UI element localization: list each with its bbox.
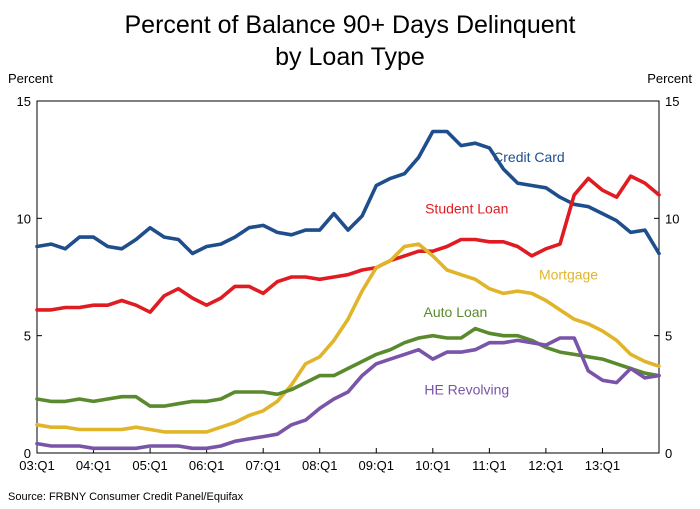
series-label-he-revolving: HE Revolving bbox=[424, 381, 509, 397]
x-tick-label: 04:Q1 bbox=[76, 458, 111, 473]
x-tick-label: 06:Q1 bbox=[189, 458, 224, 473]
y-axis-label-right: Percent bbox=[647, 71, 692, 86]
x-axis: 03:Q1 04:Q1 05:Q1 06:Q1 07:Q1 08:Q1 09:Q1 10:Q1… bbox=[19, 448, 620, 473]
plot-area bbox=[36, 100, 660, 454]
y-tick-label-right: 15 bbox=[665, 94, 679, 109]
y-tick-label-left: 10 bbox=[17, 211, 31, 226]
series-label-student-loan: Student Loan bbox=[425, 201, 508, 217]
series-line-mortgage bbox=[35, 242, 661, 434]
series-label-mortgage: Mortgage bbox=[539, 266, 598, 282]
x-tick-label: 11:Q1 bbox=[472, 458, 506, 473]
x-tick-label: 12:Q1 bbox=[528, 458, 563, 473]
y-tick-label-left: 5 bbox=[24, 329, 31, 344]
series-line-credit-card bbox=[35, 129, 661, 256]
series-lines bbox=[35, 129, 661, 451]
y-tick-label-right: 0 bbox=[665, 446, 672, 461]
y-tick-label-right: 10 bbox=[665, 211, 679, 226]
x-tick-label: 07:Q1 bbox=[245, 458, 280, 473]
y-tick-label-right: 5 bbox=[665, 329, 672, 344]
x-tick-label: 09:Q1 bbox=[359, 458, 394, 473]
series-labels: Credit Card Student Loan Mortgage Auto Loan… bbox=[424, 149, 599, 397]
source-note: Source: FRBNY Consumer Credit Panel/Equi… bbox=[8, 491, 244, 503]
x-tick-label: 08:Q1 bbox=[302, 458, 337, 473]
chart-title-line-1: Percent of Balance 90+ Days Delinquent bbox=[125, 11, 576, 39]
y-axis-right: 0 5 10 15 bbox=[654, 94, 679, 461]
chart-title-line-2: by Loan Type bbox=[275, 43, 425, 71]
series-line-he-revolving bbox=[35, 336, 661, 451]
series-label-auto-loan: Auto Loan bbox=[424, 304, 488, 320]
series-label-credit-card: Credit Card bbox=[493, 149, 565, 165]
series-line-auto-loan bbox=[35, 326, 661, 408]
series-line-student-loan bbox=[35, 174, 661, 315]
x-tick-label: 03:Q1 bbox=[19, 458, 54, 473]
y-tick-label-left: 0 bbox=[24, 446, 31, 461]
y-axis-left: 0 5 10 15 bbox=[17, 94, 42, 461]
x-tick-label: 05:Q1 bbox=[132, 458, 167, 473]
x-tick-label: 10:Q1 bbox=[415, 458, 450, 473]
y-tick-label-left: 15 bbox=[17, 94, 31, 109]
y-axis-label-left: Percent bbox=[8, 71, 53, 86]
x-tick-label: 13:Q1 bbox=[585, 458, 620, 473]
